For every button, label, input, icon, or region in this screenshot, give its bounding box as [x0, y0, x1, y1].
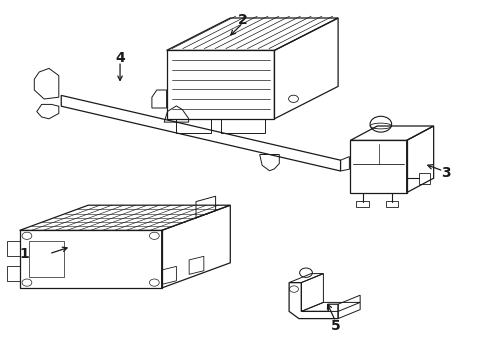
- Text: 4: 4: [115, 51, 125, 64]
- Bar: [419, 173, 430, 184]
- Text: 1: 1: [20, 247, 29, 261]
- Bar: [386, 201, 398, 207]
- Bar: [29, 241, 64, 277]
- Text: 2: 2: [238, 13, 247, 27]
- Text: 5: 5: [331, 319, 341, 333]
- Bar: [356, 201, 369, 207]
- Text: 3: 3: [441, 166, 451, 180]
